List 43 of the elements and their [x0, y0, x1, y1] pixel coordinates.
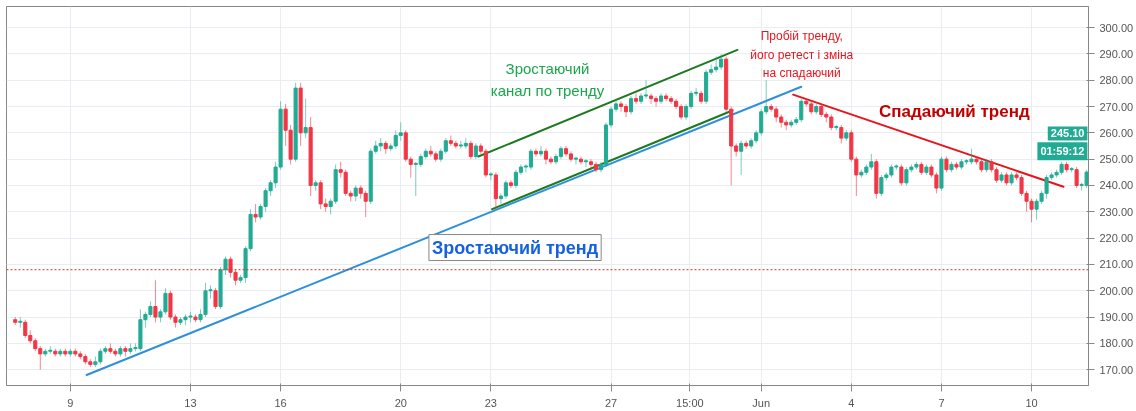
y-tick-label: 260.00	[1099, 126, 1134, 139]
candlestick	[538, 145, 543, 158]
candlestick	[623, 103, 629, 118]
y-tick-label: 290.00	[1099, 47, 1134, 60]
candlestick	[664, 92, 669, 102]
annotation: Спадаючий тренд	[878, 102, 1030, 122]
candlestick	[618, 100, 624, 113]
x-tick-label: 23	[484, 396, 497, 409]
y-tick-label: 280.00	[1099, 74, 1134, 87]
x-tick-label: 7	[938, 396, 945, 409]
x-tick-label: 20	[394, 396, 407, 409]
y-tick-label: 190.00	[1099, 311, 1134, 324]
x-tick-label: 10	[1025, 396, 1038, 409]
annotation: Зростаючий тренд	[431, 237, 599, 258]
x-tick-label: 27	[604, 396, 618, 409]
candlestick	[583, 158, 589, 168]
y-tick-label: 180.00	[1099, 337, 1134, 350]
y-tick-label: 270.00	[1099, 100, 1134, 113]
y-tick-label: 240.00	[1099, 179, 1134, 192]
x-tick-label: 15:00	[676, 396, 704, 409]
candlestick	[649, 92, 654, 105]
y-tick-label: 220.00	[1099, 232, 1134, 245]
y-tick-label: 230.00	[1099, 205, 1134, 218]
candlestick	[488, 171, 493, 181]
y-tick-label: 250.00	[1099, 153, 1134, 166]
annotation: Пробій тренду, його ретест і зміна на спадаючий	[750, 29, 854, 80]
y-tick-label: 300.00	[1099, 21, 1134, 34]
candlestick	[508, 179, 513, 189]
x-tick-label: Jun	[752, 396, 771, 409]
y-tick-label: 210.00	[1099, 258, 1134, 271]
x-tick-label: 9	[67, 396, 74, 409]
candlestick	[588, 158, 594, 171]
x-tick-label: 16	[274, 396, 287, 409]
candlestick	[573, 156, 579, 165]
y-tick-label: 170.00	[1099, 363, 1134, 376]
candlestick	[533, 148, 538, 158]
annotation: 01:59:12	[1040, 145, 1085, 158]
annotation: Зростаючий канал по тренду	[490, 59, 605, 99]
y-tick-label: 200.00	[1099, 284, 1134, 297]
annotation: 245.10	[1050, 127, 1085, 140]
x-tick-label: 13	[184, 396, 197, 409]
candlestick	[634, 92, 639, 105]
x-tick-label: 4	[848, 396, 855, 409]
